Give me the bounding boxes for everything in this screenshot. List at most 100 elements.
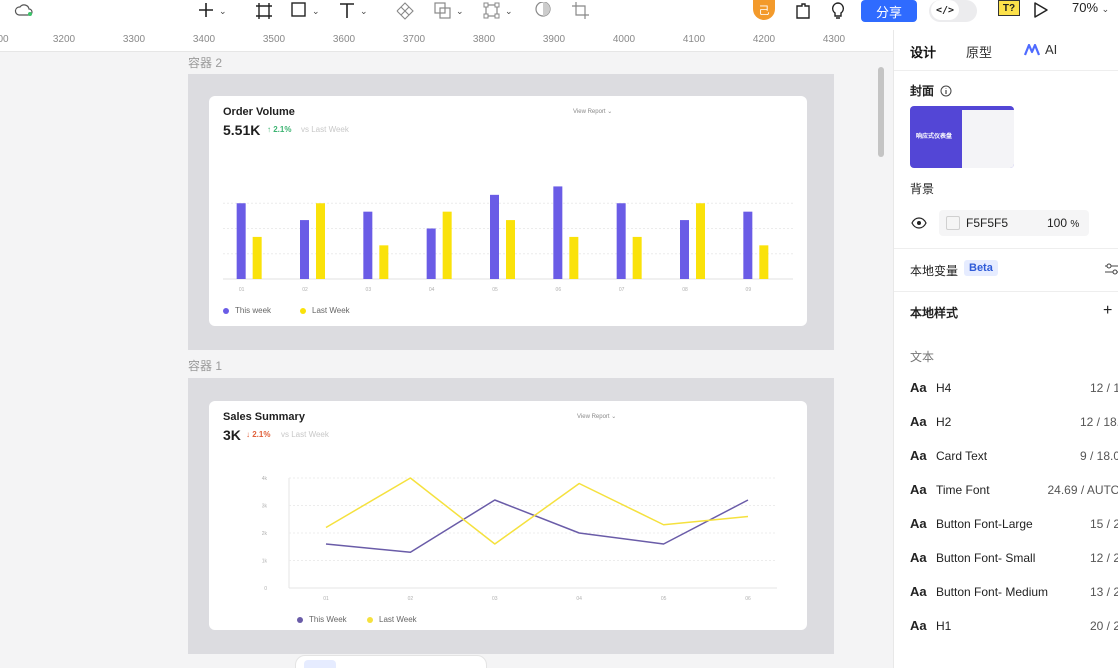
shape-tool-button[interactable]: ⌄ [290, 0, 320, 22]
frame-2-label[interactable]: 容器 2 [188, 56, 223, 70]
x-tick-label: 08 [682, 287, 688, 293]
bar-this-week-07 [616, 203, 626, 279]
style-name: Button Font- Medium [936, 585, 1049, 599]
text-style-icon: Aa [910, 516, 927, 531]
vector-tool-button[interactable]: ⌄ [483, 0, 513, 22]
background-fill-field[interactable]: F5F5F5 100 % [939, 210, 1089, 236]
share-button[interactable]: 分享 [861, 0, 917, 22]
zoom-select[interactable]: 70% ⌄ [1072, 0, 1109, 15]
info-icon[interactable] [940, 85, 952, 97]
cloud-sync-icon[interactable] [14, 0, 34, 22]
frame-1-label[interactable]: 容器 1 [188, 359, 223, 373]
bottom-floating-bar[interactable] [295, 655, 487, 668]
style-item-button-font-large[interactable]: Aa Button Font-Large 15 / 2 [910, 516, 1118, 536]
x-tick-label: 09 [746, 287, 752, 293]
frame-1[interactable]: Sales Summary 3K ↓ 2.1% vs Last Week Vie… [188, 378, 834, 654]
style-item-button-font-small[interactable]: Aa Button Font- Small 12 / 2 [910, 550, 1118, 570]
x-tick-label: 04 [429, 287, 435, 293]
cover-preview-content [962, 110, 1014, 168]
background-hex-value[interactable]: F5F5F5 [966, 216, 1009, 230]
dev-mode-toggle[interactable]: </> [929, 0, 977, 22]
user-avatar[interactable]: 己 [753, 0, 775, 20]
component-icon [396, 2, 414, 20]
x-tick-label: 05 [492, 287, 498, 293]
style-item-button-font-medium[interactable]: Aa Button Font- Medium 13 / 2 [910, 584, 1118, 604]
style-item-h4[interactable]: Aa H4 12 / 1 [910, 380, 1118, 400]
eye-icon[interactable] [911, 217, 927, 229]
style-name: Button Font-Large [936, 517, 1033, 531]
top-toolbar: ⌄ ⌄ ⌄ ⌄ ⌄ 己 分享 </> T? 70% ⌄ [0, 0, 1118, 30]
style-item-h2[interactable]: Aa H2 12 / 18. [910, 414, 1118, 434]
crop-tool-button[interactable] [572, 0, 590, 22]
background-opacity[interactable]: 100 % [1047, 216, 1079, 230]
component-tool-button[interactable] [396, 0, 414, 22]
view-report-link[interactable]: View Report ⌄ [577, 414, 617, 420]
bar-this-week-08 [680, 220, 689, 279]
x-tick-label: 05 [661, 596, 667, 602]
view-report-link[interactable]: View Report ⌄ [573, 109, 613, 115]
card-title: Sales Summary [223, 411, 305, 423]
card-delta-down: ↓ 2.1% [246, 430, 271, 439]
chevron-down-icon: ⌄ [505, 5, 513, 16]
plugin-button[interactable] [795, 0, 813, 22]
frame-tool-button[interactable] [255, 0, 273, 22]
frame-2[interactable]: Order Volume 5.51K ↑ 2.1% vs Last Week V… [188, 74, 834, 350]
plugin-badge[interactable]: T? [998, 0, 1020, 16]
tips-button[interactable] [829, 0, 847, 22]
tab-ai-label: AI [1045, 42, 1058, 57]
bottom-bar-item[interactable] [304, 660, 336, 668]
color-swatch[interactable] [946, 216, 960, 230]
vertical-scrollbar[interactable] [878, 67, 884, 157]
present-button[interactable] [1033, 0, 1049, 22]
legend-label: This week [235, 306, 272, 315]
crop-icon [572, 2, 589, 19]
tab-prototype[interactable]: 原型 [966, 45, 993, 60]
card-value: 5.51K [223, 122, 261, 138]
ruler-tick: 4000 [612, 34, 636, 45]
style-value: 12 / 2 [1089, 551, 1118, 565]
bar-this-week-03 [363, 211, 373, 279]
bar-last-week-05 [506, 220, 515, 279]
local-styles-label: 本地样式 [910, 306, 959, 320]
play-icon [1034, 2, 1048, 18]
style-item-card-text[interactable]: Aa Card Text 9 / 18.0 [910, 448, 1118, 468]
cover-thumbnail-text: 响应式仪表盘 [916, 134, 953, 140]
divider [894, 248, 1118, 249]
text-styles-section-label: 文本 [910, 350, 935, 364]
sliders-icon[interactable] [1104, 262, 1118, 276]
bar-last-week-09 [759, 245, 769, 279]
x-tick-label: 06 [745, 596, 751, 602]
add-tool-button[interactable]: ⌄ [197, 0, 227, 22]
bar-this-week-06 [553, 186, 563, 279]
tab-design[interactable]: 设计 [910, 45, 937, 60]
text-style-icon: Aa [910, 618, 927, 633]
ruler-tick: 3800 [472, 34, 496, 45]
tab-ai[interactable]: AI [1024, 42, 1057, 57]
mask-tool-button[interactable] [534, 0, 552, 22]
design-canvas[interactable]: 容器 2 Order Volume 5.51K ↑ 2.1% vs Last W… [0, 52, 893, 668]
text-tool-button[interactable]: ⌄ [338, 0, 368, 22]
chevron-down-icon: ⌄ [312, 5, 320, 16]
order-volume-card[interactable]: Order Volume 5.51K ↑ 2.1% vs Last Week V… [209, 96, 807, 326]
style-item-time-font[interactable]: Aa Time Font 24.69 / AUTO [910, 482, 1118, 502]
y-tick-label: 4k [262, 476, 268, 482]
legend-this-week: This Week [297, 615, 347, 624]
series-line-last-week [325, 477, 749, 545]
y-tick-label: 1k [262, 559, 268, 565]
style-value: 12 / 1 [1089, 381, 1118, 395]
style-item-h1[interactable]: Aa H1 20 / 2 [910, 618, 1118, 638]
divider [894, 70, 1118, 71]
sales-summary-card[interactable]: Sales Summary 3K ↓ 2.1% vs Last Week Vie… [209, 401, 807, 630]
code-icon: </> [931, 0, 959, 20]
plus-icon [199, 3, 213, 17]
legend-dot [367, 616, 373, 623]
style-name: H2 [936, 415, 952, 429]
bar-this-week-05 [490, 194, 499, 279]
add-style-icon[interactable]: + [1103, 302, 1113, 319]
x-tick-label: 01 [239, 287, 245, 293]
cover-thumbnail[interactable]: 响应式仪表盘 [910, 106, 1014, 168]
puzzle-icon [796, 3, 810, 19]
ruler-tick: 3900 [542, 34, 566, 45]
boolean-tool-button[interactable]: ⌄ [434, 0, 464, 22]
chevron-down-icon: ⌄ [456, 5, 464, 16]
